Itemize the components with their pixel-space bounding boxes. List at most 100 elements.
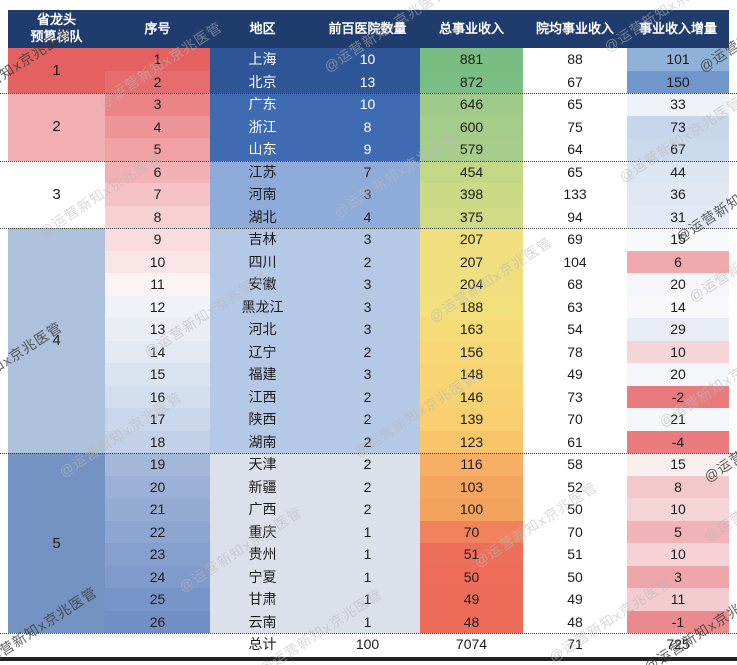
tier-separator: [0, 93, 737, 94]
total-income-cell: 454: [420, 160, 523, 183]
total-income-cell: 123: [420, 430, 523, 453]
total-income-cell: 139: [420, 408, 523, 431]
avg-income-cell: 78: [523, 340, 627, 363]
increment-cell: 67: [627, 138, 729, 161]
total-income-cell: 579: [420, 138, 523, 161]
hospital-count-cell: 2: [315, 430, 420, 453]
rank-cell: 16: [105, 385, 210, 408]
increment-cell: 15: [627, 453, 729, 476]
region-cell: 广西: [210, 498, 315, 521]
avg-income-cell: 48: [523, 610, 627, 633]
hospital-count-cell: 1: [315, 588, 420, 611]
hospital-count-cell: 3: [315, 228, 420, 251]
avg-income-cell: 67: [523, 70, 627, 93]
total-income-cell: 103: [420, 475, 523, 498]
rank-cell: 20: [105, 475, 210, 498]
total-income-cell: 48: [420, 610, 523, 633]
region-cell: 上海: [210, 48, 315, 71]
header-cell: 院均事业收入: [523, 10, 627, 48]
region-cell: 黑龙江: [210, 295, 315, 318]
region-cell: 宁夏: [210, 565, 315, 588]
avg-income-cell: 73: [523, 385, 627, 408]
increment-cell: 33: [627, 93, 729, 116]
avg-income-cell: 49: [523, 363, 627, 386]
increment-cell: 10: [627, 543, 729, 566]
avg-income-cell: 64: [523, 138, 627, 161]
total-income-cell: 207: [420, 228, 523, 251]
tier-cell: 3: [8, 160, 105, 228]
region-cell: 贵州: [210, 543, 315, 566]
increment-cell: 150: [627, 70, 729, 93]
avg-income-cell: 104: [523, 250, 627, 273]
rank-cell: 12: [105, 295, 210, 318]
rank-cell: 21: [105, 498, 210, 521]
avg-income-cell: 61: [523, 430, 627, 453]
hospital-count-cell: 3: [315, 318, 420, 341]
avg-income-cell: 52: [523, 475, 627, 498]
total-income-cell: 881: [420, 48, 523, 71]
avg-income-cell: 50: [523, 565, 627, 588]
region-cell: 吉林: [210, 228, 315, 251]
rank-cell: 17: [105, 408, 210, 431]
region-cell: 安徽: [210, 273, 315, 296]
avg-income-cell: 70: [523, 408, 627, 431]
avg-income-cell: 75: [523, 115, 627, 138]
avg-income-cell: 70: [523, 520, 627, 543]
total-income-cell: 600: [420, 115, 523, 138]
total-row-cell: 100: [315, 633, 420, 655]
region-cell: 广东: [210, 93, 315, 116]
rank-cell: 11: [105, 273, 210, 296]
tier-cell: 4: [8, 228, 105, 453]
tier-separator: [0, 228, 737, 229]
increment-cell: 10: [627, 340, 729, 363]
increment-cell: 73: [627, 115, 729, 138]
avg-income-cell: 94: [523, 205, 627, 228]
total-row-cell: 总计: [210, 633, 315, 655]
total-row-cell: 71: [523, 633, 627, 655]
region-cell: 福建: [210, 363, 315, 386]
rank-cell: 1: [105, 48, 210, 71]
total-income-cell: 188: [420, 295, 523, 318]
total-income-cell: 50: [420, 565, 523, 588]
increment-cell: 36: [627, 183, 729, 206]
hospital-count-cell: 10: [315, 93, 420, 116]
hospital-count-cell: 2: [315, 385, 420, 408]
avg-income-cell: 68: [523, 273, 627, 296]
tier-cell: 1: [8, 48, 105, 93]
hospital-count-cell: 3: [315, 273, 420, 296]
hospital-count-cell: 2: [315, 453, 420, 476]
tier-cell: 2: [8, 93, 105, 161]
avg-income-cell: 65: [523, 93, 627, 116]
total-income-cell: 872: [420, 70, 523, 93]
hospital-count-cell: 13: [315, 70, 420, 93]
increment-cell: 5: [627, 520, 729, 543]
tier-separator: [0, 453, 737, 454]
region-cell: 新疆: [210, 475, 315, 498]
increment-cell: 44: [627, 160, 729, 183]
hospital-count-cell: 3: [315, 295, 420, 318]
hospital-count-cell: 7: [315, 160, 420, 183]
total-income-cell: 51: [420, 543, 523, 566]
total-row-cell: 7074: [420, 633, 523, 655]
rank-cell: 24: [105, 565, 210, 588]
rank-cell: 10: [105, 250, 210, 273]
hospital-count-cell: 9: [315, 138, 420, 161]
total-income-cell: 156: [420, 340, 523, 363]
avg-income-cell: 58: [523, 453, 627, 476]
increment-cell: 3: [627, 565, 729, 588]
increment-cell: 21: [627, 408, 729, 431]
increment-cell: 20: [627, 363, 729, 386]
total-income-cell: 204: [420, 273, 523, 296]
rank-cell: 18: [105, 430, 210, 453]
increment-cell: -1: [627, 610, 729, 633]
header-cell: 前百医院数量: [315, 10, 420, 48]
region-cell: 湖南: [210, 430, 315, 453]
rank-cell: 14: [105, 340, 210, 363]
increment-cell: 31: [627, 205, 729, 228]
avg-income-cell: 51: [523, 543, 627, 566]
total-row-cell: [105, 633, 210, 655]
hospital-count-cell: 1: [315, 565, 420, 588]
avg-income-cell: 50: [523, 498, 627, 521]
region-cell: 天津: [210, 453, 315, 476]
tier-separator: [0, 160, 737, 162]
